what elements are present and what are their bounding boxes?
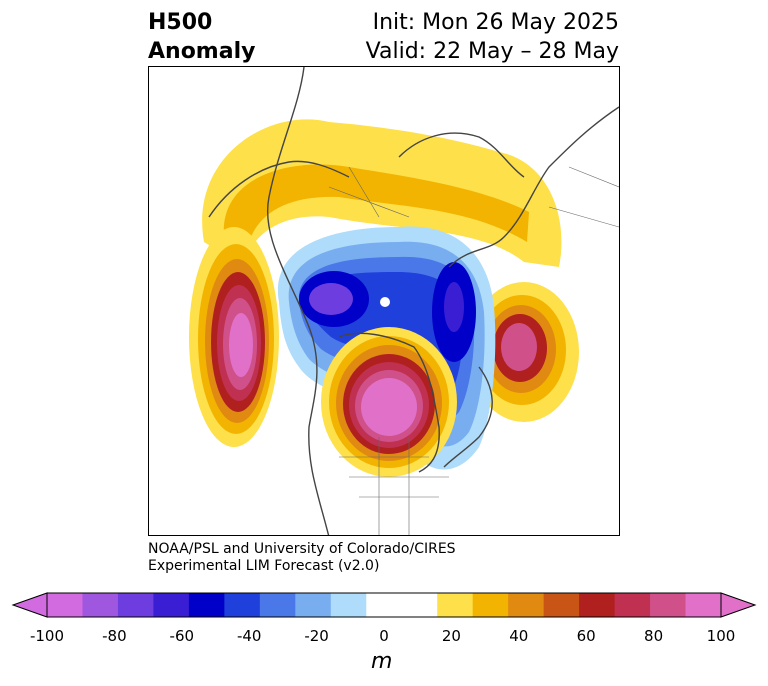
- colorbar-cell: [614, 593, 651, 617]
- colorbar: [11, 592, 757, 618]
- colorbar-cell: [82, 593, 119, 617]
- credit-text: NOAA/PSL and University of Colorado/CIRE…: [148, 541, 456, 575]
- title-variable: H500: [148, 10, 213, 35]
- colorbar-cell: [330, 593, 367, 617]
- map-panel: [148, 66, 620, 536]
- anomaly-map: [189, 67, 619, 535]
- valid-range: Valid: 22 May – 28 May: [365, 39, 619, 64]
- colorbar-cell: [685, 593, 722, 617]
- colorbar-cell: [401, 593, 438, 617]
- colorbar-outline: [46, 592, 722, 618]
- anomaly-negative-core-left-inner: [309, 283, 353, 315]
- colorbar-min-extension: [11, 592, 48, 618]
- coastlines: [208, 67, 619, 535]
- colorbar-tick-label: 80: [644, 627, 664, 645]
- colorbar-tick-label: -60: [169, 627, 195, 645]
- colorbar-cell: [543, 593, 580, 617]
- anomaly-band-north-orange: [223, 164, 529, 242]
- colorbar-tick-label: -100: [29, 627, 65, 645]
- colorbar-tick-label: -40: [236, 627, 262, 645]
- north-pole-marker: [380, 297, 390, 307]
- colorbar-cell: [117, 593, 154, 617]
- colorbar-tick-label: 20: [441, 627, 461, 645]
- colorbar-cell: [153, 593, 190, 617]
- colorbar-cells: [47, 593, 722, 617]
- colorbar-tick-label: 40: [509, 627, 529, 645]
- colorbar-cell: [259, 593, 296, 617]
- anomaly-right-positive-4: [501, 323, 537, 371]
- colorbar-cell: [188, 593, 225, 617]
- colorbar-cell: [650, 593, 687, 617]
- colorbar-max-extension: [720, 592, 757, 618]
- title-subtitle: Anomaly: [148, 39, 256, 64]
- colorbar-tick-label: 0: [379, 627, 389, 645]
- credit-line-1: NOAA/PSL and University of Colorado/CIRE…: [148, 541, 456, 557]
- colorbar-tick-label: 60: [576, 627, 596, 645]
- init-date: Init: Mon 26 May 2025: [372, 10, 619, 35]
- anomaly-negative-core-right-inner: [444, 282, 464, 332]
- anomaly-left-positive-6: [229, 313, 253, 377]
- colorbar-cell: [366, 593, 403, 617]
- colorbar-cell: [224, 593, 261, 617]
- colorbar-tick-label: -80: [102, 627, 127, 645]
- colorbar-tick-label: 100: [706, 627, 736, 645]
- anomaly-center-positive-6: [361, 378, 417, 436]
- colorbar-cell: [579, 593, 616, 617]
- colorbar-cell: [47, 593, 83, 617]
- colorbar-cell: [437, 593, 474, 617]
- title-right: Init: Mon 26 May 2025 Valid: 22 May – 28…: [366, 8, 619, 66]
- colorbar-cell: [295, 593, 332, 617]
- colorbar-cell: [508, 593, 545, 617]
- title-left: H500 Anomaly: [148, 8, 255, 66]
- colorbar-tick-label: -20: [304, 627, 329, 645]
- credit-line-2: Experimental LIM Forecast (v2.0): [148, 558, 380, 574]
- colorbar-unit-label: m: [371, 649, 393, 674]
- borders: [328, 166, 619, 535]
- colorbar-cell: [472, 593, 509, 617]
